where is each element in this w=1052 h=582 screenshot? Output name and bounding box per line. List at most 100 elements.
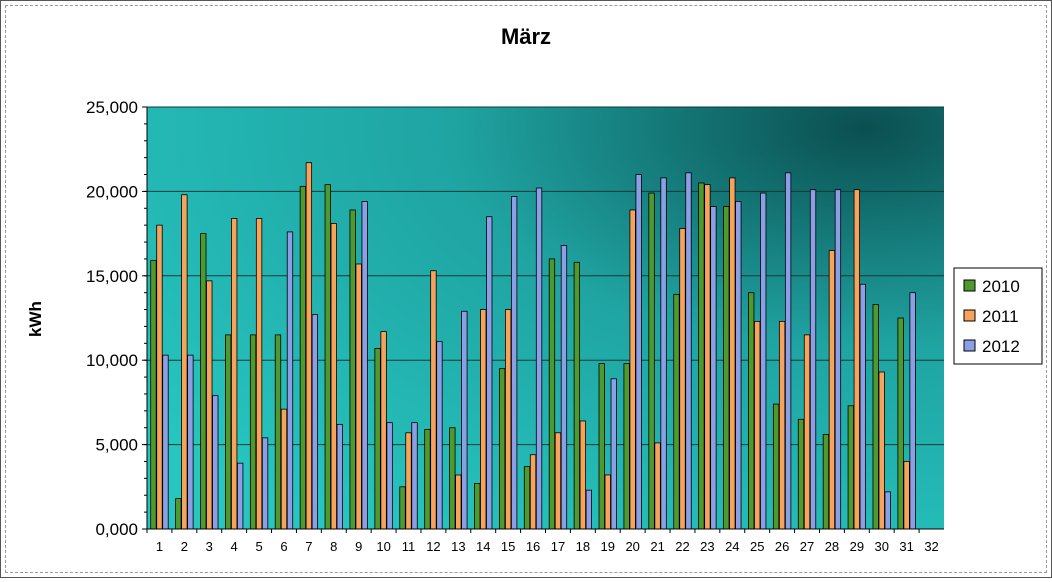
x-tick-label: 23: [700, 539, 714, 554]
chart-title: März: [501, 24, 551, 49]
bar-2011-19: [604, 474, 611, 530]
bar-2012-13: [461, 310, 468, 530]
x-tick-label: 26: [775, 539, 789, 554]
bar-2012-4: [237, 462, 244, 530]
x-tick-label: 11: [402, 539, 416, 554]
bar-2011-21: [654, 442, 661, 530]
bar-2010-18: [573, 261, 581, 530]
bar-2011-31: [903, 461, 910, 530]
legend-label-2010: 2010: [982, 277, 1020, 296]
bar-2012-25: [760, 192, 767, 530]
bar-2012-16: [535, 187, 543, 530]
x-tick-label: 12: [426, 539, 440, 554]
x-tick-label: 8: [330, 539, 337, 554]
bar-2010-11: [399, 486, 406, 530]
bar-2012-18: [585, 489, 593, 530]
bar-2010-27: [797, 418, 805, 530]
x-tick-label: 14: [476, 539, 490, 554]
bar-2011-3: [206, 280, 213, 530]
bar-2011-12: [430, 270, 437, 530]
x-tick-label: 24: [725, 539, 739, 554]
bar-2012-11: [411, 422, 418, 530]
bar-2012-10: [386, 422, 393, 530]
x-tick-label: 1: [156, 539, 163, 554]
bar-2010-19: [598, 363, 605, 530]
bar-2010-28: [822, 434, 830, 530]
bar-2011-24: [729, 177, 736, 530]
bar-2012-2: [187, 354, 194, 530]
bar-2012-14: [486, 216, 493, 530]
bar-2011-26: [778, 320, 786, 530]
bar-2011-18: [579, 420, 587, 530]
bar-2011-10: [380, 331, 387, 530]
x-tick-label: 15: [501, 539, 515, 554]
bar-2010-10: [374, 347, 381, 530]
bar-2011-8: [330, 223, 337, 530]
x-tick-label: 29: [850, 539, 864, 554]
legend-label-2011: 2011: [982, 307, 1019, 326]
y-tick-label: 20,000: [86, 182, 138, 201]
bar-2012-30: [884, 491, 891, 530]
bar-2010-7: [299, 185, 307, 530]
bar-2012-19: [610, 378, 617, 530]
y-tick-label: 25,000: [86, 98, 138, 117]
bar-2010-24: [723, 206, 730, 530]
bar-2010-6: [274, 334, 282, 530]
bar-2010-12: [424, 429, 431, 530]
x-tick-label: 20: [625, 539, 639, 554]
bar-2011-17: [554, 432, 562, 530]
x-tick-label: 13: [451, 539, 465, 554]
bar-2011-11: [405, 432, 412, 530]
bar-2011-25: [754, 320, 761, 530]
bar-2011-16: [529, 454, 537, 530]
bar-2011-7: [305, 162, 313, 530]
legend-label-2012: 2012: [982, 337, 1020, 356]
x-tick-label: 16: [526, 539, 540, 554]
bar-2011-4: [231, 218, 238, 530]
x-tick-label: 19: [601, 539, 615, 554]
x-tick-label: 27: [800, 539, 814, 554]
bar-2011-2: [181, 194, 188, 530]
x-tick-label: 22: [675, 539, 689, 554]
bar-2012-20: [635, 174, 642, 530]
bar-2010-13: [449, 427, 456, 530]
bar-2010-29: [847, 405, 854, 530]
x-tick-label: 18: [576, 539, 590, 554]
legend-swatch-2012: [963, 339, 976, 352]
x-tick-label: 2: [181, 539, 188, 554]
bar-2012-24: [735, 201, 742, 530]
bar-2012-5: [261, 437, 269, 530]
bar-2012-23: [710, 206, 717, 530]
bar-2011-9: [355, 263, 362, 530]
bar-2010-20: [623, 363, 630, 530]
bar-2010-26: [772, 403, 780, 530]
bar-2011-30: [878, 371, 885, 530]
bar-2012-22: [685, 172, 692, 530]
bar-2010-9: [349, 209, 356, 530]
bar-2012-3: [212, 395, 219, 530]
x-tick-label: 30: [875, 539, 889, 554]
bar-2011-27: [803, 334, 811, 530]
bar-2011-13: [455, 474, 462, 530]
bar-2012-7: [311, 314, 319, 530]
x-tick-label: 31: [899, 539, 913, 554]
bar-2010-2: [175, 498, 182, 530]
bar-2012-1: [162, 354, 169, 530]
bar-2011-22: [679, 228, 686, 530]
x-tick-label: 25: [750, 539, 764, 554]
x-tick-label: 21: [650, 539, 664, 554]
bar-2010-16: [523, 466, 531, 530]
bar-2012-29: [859, 283, 866, 530]
y-tick-label: 10,000: [86, 351, 138, 370]
bar-2011-6: [280, 408, 288, 530]
bar-2011-1: [156, 224, 163, 530]
x-tick-label: 4: [231, 539, 238, 554]
legend: 2010 2011 2012: [953, 267, 1043, 365]
bar-2012-31: [909, 292, 916, 530]
bar-2010-23: [698, 182, 705, 530]
x-tick-label: 32: [924, 539, 938, 554]
x-tick-label: 17: [551, 539, 565, 554]
bar-2012-27: [809, 189, 817, 530]
